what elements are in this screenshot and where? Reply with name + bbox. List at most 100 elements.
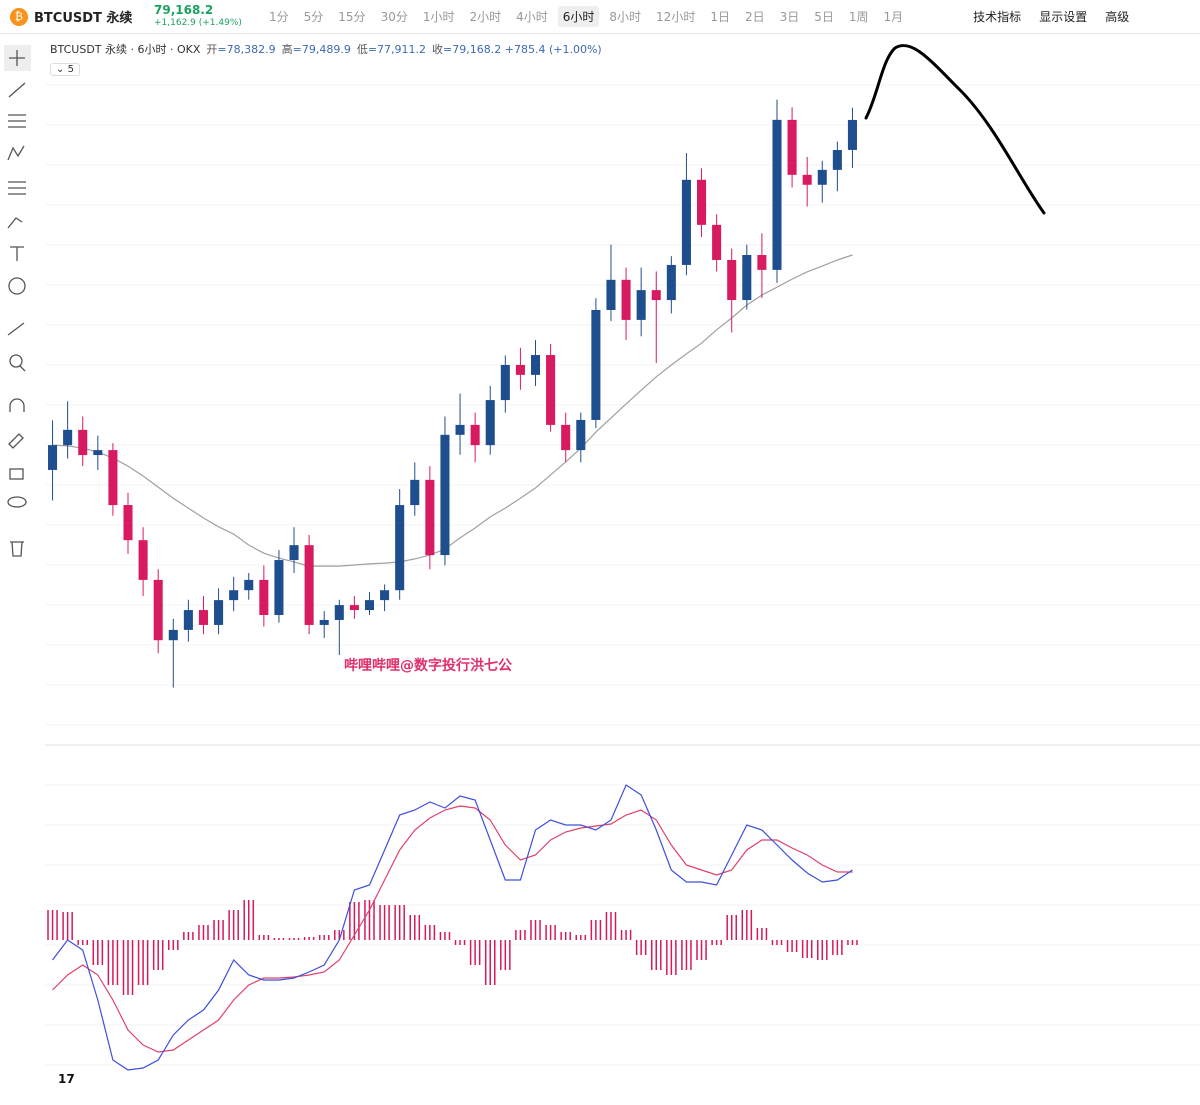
- menu-item[interactable]: 显示设置: [1039, 10, 1088, 24]
- candle-body: [591, 309, 601, 420]
- candle-body: [832, 150, 842, 170]
- candle-body: [168, 629, 178, 641]
- candle-body: [666, 264, 676, 301]
- candle-body: [772, 119, 782, 270]
- hand-drawn-projection: [864, 44, 1046, 215]
- dea-line: [52, 805, 853, 1053]
- candle-body: [742, 255, 752, 301]
- candle-body: [847, 119, 857, 150]
- candle-body: [364, 600, 375, 611]
- candle-body: [380, 590, 390, 601]
- price-box: 79,168.2 +1,162.9 (+1.49%): [154, 2, 264, 30]
- svg-text:17: 17: [58, 1072, 75, 1086]
- candle-body: [153, 579, 163, 641]
- candle-body: [757, 255, 767, 270]
- candle-body: [319, 619, 329, 625]
- candle-body: [606, 279, 616, 310]
- candle-body: [259, 579, 269, 616]
- candle-body: [289, 545, 299, 561]
- ma-length: 5: [67, 64, 74, 75]
- candle-body: [78, 429, 88, 456]
- candle-body: [48, 445, 58, 470]
- interval[interactable]: 1日: [710, 10, 730, 24]
- candle-body: [515, 364, 525, 375]
- candle-body: [63, 429, 73, 446]
- interval[interactable]: 1周: [848, 10, 869, 24]
- candle-body: [485, 400, 495, 446]
- interval[interactable]: 5分: [303, 10, 324, 24]
- interval[interactable]: 15分: [338, 10, 366, 24]
- interval[interactable]: 6小时: [557, 6, 600, 27]
- legend-title: BTCUSDT 永续 · 6小时 · OKX: [50, 43, 201, 56]
- candle-body: [229, 590, 239, 601]
- candle-body: [802, 174, 812, 185]
- ohlc: 开=78,382.9 高=79,489.9 低=77,911.2 收=79,168.2: [200, 43, 501, 56]
- candle-body: [455, 424, 465, 435]
- candle-body: [681, 179, 691, 265]
- ohlc-label: 高: [281, 43, 293, 56]
- candle-body: [304, 545, 314, 625]
- ohlc-label: 收: [432, 43, 444, 56]
- interval[interactable]: 1分: [269, 10, 289, 24]
- candle-body: [500, 364, 510, 401]
- interval[interactable]: 1月: [883, 10, 904, 24]
- ohlc-label: 开: [206, 43, 218, 56]
- candle-body: [621, 279, 631, 320]
- candle-body: [470, 424, 480, 446]
- candle-body: [576, 419, 586, 451]
- candle-body: [138, 540, 148, 580]
- interval[interactable]: 12小时: [656, 10, 696, 24]
- candle-body: [697, 179, 707, 225]
- ohlc-value: =78,382.9: [217, 43, 276, 56]
- interval[interactable]: 8小时: [609, 10, 642, 24]
- interval[interactable]: 2小时: [469, 10, 502, 24]
- candle-body: [183, 610, 193, 630]
- candle-body: [651, 290, 661, 301]
- ohlc-value: =79,489.9: [292, 43, 351, 56]
- candle-body: [410, 479, 420, 506]
- price: 79,168.2: [154, 2, 214, 17]
- left-toolbar: [4, 45, 31, 557]
- legend-change: +785.4 (+1.00%): [504, 43, 602, 56]
- candle-body: [274, 560, 284, 616]
- ohlc-value: =77,911.2: [367, 43, 427, 56]
- candle-body: [440, 434, 450, 556]
- candle-body: [214, 600, 224, 625]
- coin-logo: ₿: [10, 7, 28, 26]
- legend: BTCUSDT 永续 · 6小时 · OKX 开=78,382.9 高=79,489…: [50, 41, 602, 57]
- intervals: 1分 5分 15分 30分 1小时 2小时 4小时 6小时 8小时 12小时 1日 2日 3日 5日 1周 1…: [264, 6, 913, 27]
- interval[interactable]: 30分: [380, 10, 408, 24]
- candle-body: [123, 505, 133, 541]
- tv-logo: 17: [56, 1070, 80, 1086]
- candle-body: [561, 424, 571, 451]
- menu-item[interactable]: 技术指标: [973, 10, 1022, 24]
- interval[interactable]: 4小时: [516, 10, 548, 24]
- watermark: 哔哩哔哩@数字投行洪七公: [344, 657, 512, 674]
- candle-body: [198, 610, 208, 625]
- candle-body: [334, 605, 344, 620]
- candle-body: [787, 119, 797, 175]
- symbol[interactable]: BTCUSDT 永续: [34, 11, 133, 26]
- candle-body: [425, 479, 435, 556]
- candle-body: [636, 290, 646, 320]
- ohlc-label: 低: [356, 43, 368, 56]
- candle-body: [108, 450, 118, 506]
- candle-body: [530, 355, 541, 375]
- interval[interactable]: 2日: [744, 10, 765, 24]
- candle-body: [93, 450, 103, 456]
- top-toolbar: ₿ BTCUSDT 永续 79,168.2 +1,162.9 (+1.49%) 1…: [0, 0, 1200, 34]
- ma-toggle[interactable]: ⌄ 5: [50, 63, 80, 76]
- candle-body: [546, 355, 556, 425]
- dif-line: [52, 784, 853, 1071]
- ma-line: [52, 254, 853, 567]
- price-change: +1,162.9 (+1.49%): [154, 17, 242, 28]
- interval[interactable]: 3日: [779, 10, 800, 24]
- interval[interactable]: 1小时: [422, 10, 455, 24]
- candle-body: [712, 224, 722, 260]
- candle-body: [349, 605, 359, 611]
- candle-body: [727, 259, 737, 301]
- menu-item[interactable]: 高级: [1105, 10, 1130, 24]
- interval[interactable]: 5日: [814, 10, 834, 24]
